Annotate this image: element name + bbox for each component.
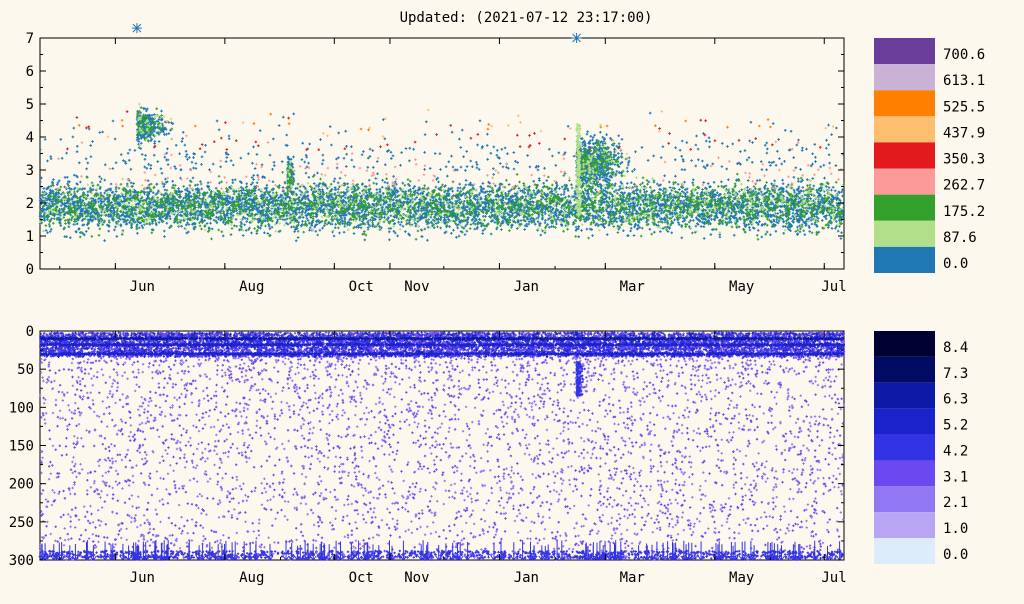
magnitude-point-group <box>38 102 844 234</box>
y-tick-label: 300 <box>9 553 34 569</box>
y-tick-label: 7 <box>26 31 34 47</box>
legend-value: 7.3 <box>943 366 968 382</box>
depth-points <box>38 331 846 562</box>
magnitude-color-legend: 8.4 7.3 6.3 5.2 4.2 3.1 2.1 1.0 0.0 <box>874 331 968 564</box>
magnitude-point-group <box>106 108 835 139</box>
magnitude-points <box>38 23 846 243</box>
y-tick-label: 1 <box>26 229 34 245</box>
x-tick-label: May <box>729 279 754 295</box>
major-event-marker <box>131 23 142 34</box>
legend-value: 6.3 <box>943 392 968 408</box>
legend-value: 87.6 <box>943 230 977 246</box>
y-tick-label: 6 <box>26 64 34 80</box>
y-tick-label: 5 <box>26 97 34 113</box>
x-tick-label: Jan <box>514 570 539 586</box>
depth-axes: 0 50 100 150 200 250 300 Jun Aug Oct Nov Jan Mar May J… <box>9 324 847 586</box>
legend-value: 613.1 <box>943 73 985 89</box>
y-tick-label: 0 <box>26 262 34 278</box>
legend-swatch <box>874 331 935 357</box>
legend-value: 525.5 <box>943 99 985 115</box>
y-tick-label: 3 <box>26 163 34 179</box>
legend-value: 2.1 <box>943 495 968 511</box>
legend-value: 700.6 <box>943 47 985 63</box>
legend-value: 175.2 <box>943 204 985 220</box>
legend-value: 0.0 <box>943 256 968 272</box>
depth-point-group <box>39 336 845 342</box>
y-tick-label: 150 <box>9 439 34 455</box>
magnitude-time-plot: 0 1 2 3 4 5 6 7 Jun Aug Oct Nov Jan Mar May Jul <box>26 23 847 295</box>
y-tick-label: 0 <box>26 324 34 340</box>
updated-timestamp: Updated: (2021-07-12 23:17:00) <box>400 10 653 26</box>
legend-value: 262.7 <box>943 178 985 194</box>
depth-point-group <box>38 356 846 562</box>
legend-swatch <box>874 486 935 513</box>
legend-swatch <box>874 90 935 117</box>
legend-swatch <box>874 220 935 247</box>
legend-swatch <box>874 408 935 435</box>
legend-value: 1.0 <box>943 521 968 537</box>
x-tick-label: Jan <box>514 279 539 295</box>
y-tick-label: 100 <box>9 400 34 416</box>
legend-swatch <box>874 382 935 409</box>
legend-value: 3.1 <box>943 469 968 485</box>
legend-value: 5.2 <box>943 418 968 434</box>
legend-swatch <box>874 116 935 143</box>
legend-swatch <box>874 512 935 539</box>
magnitude-plot-frame <box>39 37 845 270</box>
y-tick-label: 2 <box>26 196 34 212</box>
deep-event-arrows <box>38 540 843 561</box>
x-tick-label: Oct <box>349 279 374 295</box>
x-tick-label: Jun <box>130 570 155 586</box>
magnitude-point-group <box>66 110 822 151</box>
y-tick-label: 200 <box>9 477 34 493</box>
legend-swatch <box>874 64 935 91</box>
y-tick-label: 50 <box>17 362 34 378</box>
legend-value: 4.2 <box>943 443 968 459</box>
x-tick-label: Nov <box>404 570 429 586</box>
legend-swatch <box>874 538 935 564</box>
magnitude-axes: 0 1 2 3 4 5 6 7 Jun Aug Oct Nov Jan Mar May Jul <box>26 31 847 295</box>
depth-time-plot: 0 50 100 150 200 250 300 Jun Aug Oct Nov Jan Mar May J… <box>9 324 847 586</box>
legend-swatch <box>874 434 935 461</box>
legend-swatch <box>874 38 935 65</box>
depth-plot-frame <box>39 330 845 561</box>
x-tick-label: Nov <box>404 279 429 295</box>
x-tick-label: Aug <box>239 570 264 586</box>
legend-value: 437.9 <box>943 125 985 141</box>
y-tick-label: 250 <box>9 515 34 531</box>
x-tick-label: May <box>729 570 754 586</box>
legend-swatch <box>874 168 935 195</box>
legend-swatch <box>874 246 935 273</box>
legend-swatch <box>874 460 935 487</box>
x-tick-label: Oct <box>349 570 374 586</box>
major-event-marker <box>571 33 582 43</box>
legend-value: 8.4 <box>943 340 968 356</box>
x-tick-label: Aug <box>239 279 264 295</box>
legend-value: 350.3 <box>943 152 985 168</box>
x-tick-label: Jul <box>821 570 846 586</box>
magnitude-point-group <box>56 134 843 191</box>
y-tick-label: 4 <box>26 130 34 146</box>
x-tick-label: Jul <box>821 279 846 295</box>
depth-color-legend: 700.6 613.1 525.5 437.9 350.3 262.7 175.2 87.6 0… <box>874 38 985 273</box>
legend-swatch <box>874 194 935 221</box>
legend-value: 0.0 <box>943 547 968 563</box>
magnitude-point-group <box>38 106 846 241</box>
x-tick-label: Mar <box>620 279 645 295</box>
legend-swatch <box>874 142 935 169</box>
magnitude-point-group <box>77 112 772 132</box>
x-tick-label: Mar <box>620 570 645 586</box>
x-tick-label: Jun <box>130 279 155 295</box>
legend-swatch <box>874 356 935 383</box>
